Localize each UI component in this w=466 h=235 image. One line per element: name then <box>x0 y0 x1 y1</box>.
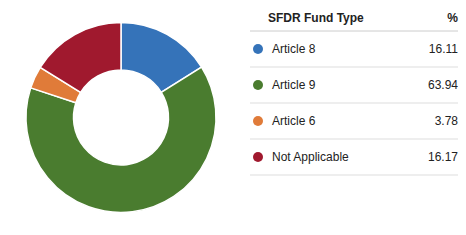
row-rule <box>250 175 458 176</box>
legend: SFDR Fund Type% Article 8 16.11 Article 9 63… <box>250 11 458 175</box>
header-rule <box>250 31 458 32</box>
data-label: 63.94 <box>428 78 458 92</box>
legend-swatch <box>253 116 263 126</box>
legend-row: Not Applicable 16.17 <box>250 150 458 175</box>
donut-slice <box>40 22 121 92</box>
data-label: 3.78 <box>435 114 459 128</box>
chart: SFDR Fund Type% Article 8 16.11 Article 9 63… <box>0 0 466 235</box>
legend-row: Article 8 16.11 <box>250 42 458 67</box>
legend-label: Article 8 <box>272 42 316 56</box>
legend-row: Article 9 63.94 <box>250 78 458 103</box>
legend-label: Article 6 <box>272 114 316 128</box>
data-label: 16.11 <box>429 42 458 56</box>
row-rule <box>250 67 458 68</box>
legend-row: Article 6 3.78 <box>250 114 458 139</box>
legend-swatch <box>253 44 263 54</box>
legend-header: SFDR Fund Type <box>268 11 364 25</box>
row-rule <box>250 139 458 140</box>
donut-slice <box>26 67 216 212</box>
data-label: 16.17 <box>428 150 458 164</box>
legend-swatch <box>253 152 263 162</box>
legend-label: Article 9 <box>272 78 316 92</box>
row-rule <box>250 103 458 104</box>
legend-label: Not Applicable <box>272 150 349 164</box>
legend-swatch <box>253 80 263 90</box>
donut <box>26 22 216 212</box>
value-header: % <box>447 11 458 25</box>
